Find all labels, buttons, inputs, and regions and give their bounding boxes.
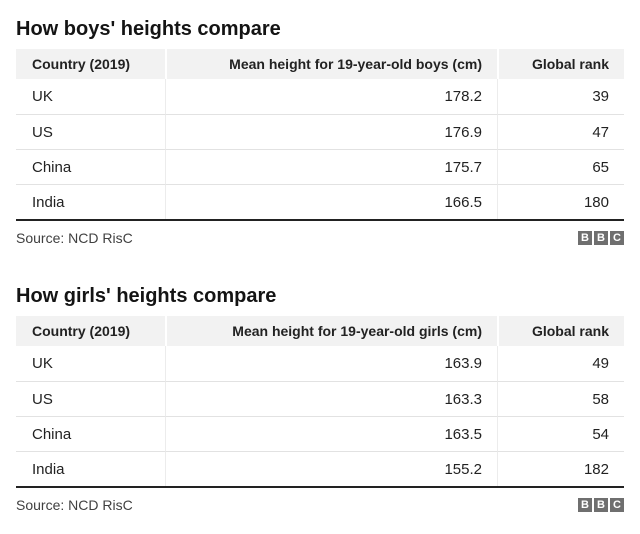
table-row-china: China 163.5 54 (16, 416, 624, 451)
height-cell: 163.3 (165, 381, 497, 416)
height-cell: 166.5 (165, 184, 497, 219)
column-header-global-rank: Global rank (497, 49, 624, 79)
bbc-logo-letter: B (594, 231, 608, 245)
table-row-india: India 155.2 182 (16, 451, 624, 486)
height-cell: 163.9 (165, 346, 497, 381)
bbc-logo: B B C (578, 231, 624, 245)
column-header-global-rank: Global rank (497, 316, 624, 346)
country-cell: UK (16, 346, 165, 381)
bbc-logo: B B C (578, 498, 624, 512)
table-row-india: India 166.5 180 (16, 184, 624, 219)
table-row-us: US 176.9 47 (16, 114, 624, 149)
rank-cell: 58 (497, 381, 624, 416)
country-cell: UK (16, 79, 165, 114)
boys-section: How boys' heights compare Country (2019)… (16, 17, 624, 247)
bbc-logo-letter: B (594, 498, 608, 512)
table-row-uk: UK 163.9 49 (16, 346, 624, 381)
height-cell: 176.9 (165, 114, 497, 149)
table-row-uk: UK 178.2 39 (16, 79, 624, 114)
boys-table: Country (2019) Mean height for 19-year-o… (16, 49, 624, 221)
boys-table-header-row: Country (2019) Mean height for 19-year-o… (16, 49, 624, 79)
column-header-mean-height-boys: Mean height for 19-year-old boys (cm) (165, 49, 497, 79)
column-header-country: Country (2019) (16, 316, 165, 346)
rank-cell: 49 (497, 346, 624, 381)
boys-source-row: Source: NCD RisC B B C (16, 229, 624, 247)
source-text: Source: NCD RisC (16, 230, 133, 246)
height-cell: 175.7 (165, 149, 497, 184)
table-row-china: China 175.7 65 (16, 149, 624, 184)
boys-section-title: How boys' heights compare (16, 18, 281, 40)
height-cell: 155.2 (165, 451, 497, 486)
rank-cell: 65 (497, 149, 624, 184)
girls-table: Country (2019) Mean height for 19-year-o… (16, 316, 624, 488)
rank-cell: 54 (497, 416, 624, 451)
country-cell: India (16, 451, 165, 486)
country-cell: US (16, 114, 165, 149)
girls-source-row: Source: NCD RisC B B C (16, 496, 624, 514)
column-header-mean-height-girls: Mean height for 19-year-old girls (cm) (165, 316, 497, 346)
table-row-us: US 163.3 58 (16, 381, 624, 416)
bbc-logo-letter: B (578, 498, 592, 512)
column-header-country: Country (2019) (16, 49, 165, 79)
height-cell: 178.2 (165, 79, 497, 114)
rank-cell: 39 (497, 79, 624, 114)
country-cell: US (16, 381, 165, 416)
source-text: Source: NCD RisC (16, 497, 133, 513)
girls-table-header-row: Country (2019) Mean height for 19-year-o… (16, 316, 624, 346)
girls-section-title: How girls' heights compare (16, 285, 277, 307)
bbc-logo-letter: C (610, 231, 624, 245)
rank-cell: 180 (497, 184, 624, 219)
girls-section: How girls' heights compare Country (2019… (16, 284, 624, 514)
rank-cell: 47 (497, 114, 624, 149)
country-cell: China (16, 416, 165, 451)
rank-cell: 182 (497, 451, 624, 486)
height-cell: 163.5 (165, 416, 497, 451)
country-cell: India (16, 184, 165, 219)
bbc-logo-letter: C (610, 498, 624, 512)
country-cell: China (16, 149, 165, 184)
bbc-logo-letter: B (578, 231, 592, 245)
